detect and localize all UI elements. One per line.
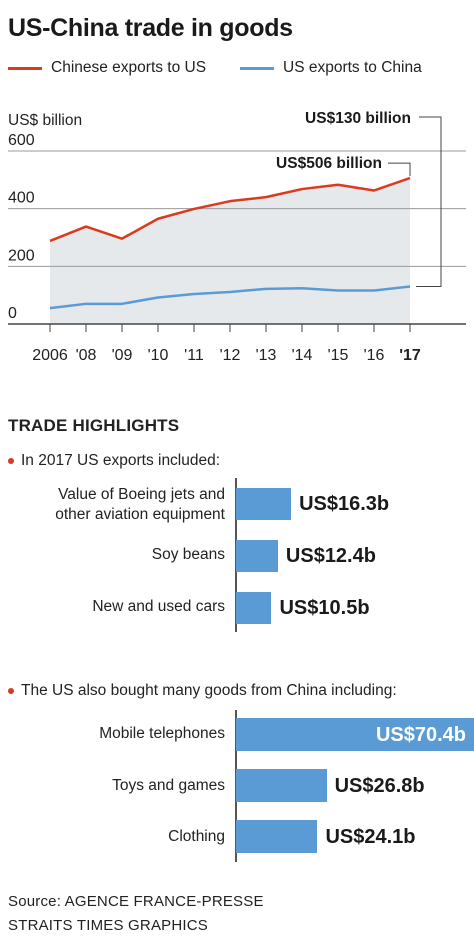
series-line-chinese-exports	[49, 176, 411, 243]
bar-boeing	[236, 488, 292, 520]
annotation-leader-blue	[416, 116, 442, 288]
legend-label: US exports to China	[283, 59, 422, 76]
legend-swatch-red	[8, 66, 42, 70]
bar-value-cars: US$10.5b	[279, 597, 370, 619]
x-tick-label: '15	[328, 347, 349, 364]
x-tick-label: '12	[220, 347, 241, 364]
exports-intro: In 2017 US exports included:	[8, 452, 220, 470]
bar-label-mobile: Mobile telephones	[99, 725, 225, 742]
bar-mobile	[236, 718, 474, 751]
annotation-blue: US$130 billion	[305, 110, 411, 127]
y-tick-label: 600	[8, 132, 35, 149]
bar-value-toys: US$26.8b	[334, 775, 425, 797]
bar-value-clothing: US$24.1b	[325, 826, 416, 848]
x-tick-label: '09	[112, 347, 133, 364]
bar-label-cars: New and used cars	[92, 598, 225, 615]
x-tick-label: '10	[148, 347, 169, 364]
bullet-icon	[8, 458, 14, 464]
imports-intro: The US also bought many goods from China…	[8, 682, 397, 700]
exports-intro-text: In 2017 US exports included:	[21, 452, 221, 469]
bar-label-soy: Soy beans	[151, 546, 225, 563]
bar-clothing	[236, 820, 318, 853]
credit-line: STRAITS TIMES GRAPHICS	[8, 917, 208, 934]
line-chart: US$ billion 0 200 400 600 2006 '08 '09 '10 '11 '1…	[8, 110, 466, 364]
y-tick-label: 400	[8, 190, 35, 207]
x-tick-label: 2006	[32, 347, 68, 364]
x-tick-label: '13	[256, 347, 277, 364]
legend-item-us-exports: US exports to China	[240, 58, 422, 78]
source-line: Source: AGENCE FRANCE-PRESSE	[8, 893, 264, 910]
bar-value-boeing: US$16.3b	[299, 493, 390, 515]
chart-title: US-China trade in goods	[8, 14, 293, 42]
y-tick-label: 0	[8, 305, 17, 322]
y-axis-title: US$ billion	[8, 112, 82, 129]
legend-swatch-blue	[240, 66, 274, 70]
bar-label-clothing: Clothing	[168, 828, 225, 845]
x-tick-label: '16	[364, 347, 385, 364]
bar-label-toys: Toys and games	[112, 777, 225, 794]
bar-value-mobile: US$70.4b	[375, 724, 466, 746]
bar-toys	[236, 769, 327, 802]
x-tick-label: '11	[184, 347, 204, 364]
bar-label-line: Value of Boeing jets and	[58, 486, 225, 503]
bar-cars	[236, 592, 272, 624]
bar-soy	[236, 540, 278, 572]
bullet-icon	[8, 688, 14, 694]
bar-value-soy: US$12.4b	[285, 545, 376, 567]
section-title: TRADE HIGHLIGHTS	[8, 416, 180, 435]
legend-item-chinese-exports: Chinese exports to US	[8, 58, 206, 78]
x-tick-label: '17	[399, 347, 421, 364]
annotation-red: US$506 billion	[276, 155, 382, 172]
legend-label: Chinese exports to US	[51, 59, 207, 76]
imports-intro-text: The US also bought many goods from China…	[21, 682, 397, 699]
annotation-leader-red	[388, 162, 411, 177]
series-line-us-exports	[49, 285, 411, 310]
bar-label-line: other aviation equipment	[55, 506, 225, 523]
x-tick-label: '08	[76, 347, 97, 364]
bar-label-boeing: Value of Boeing jets and other aviation …	[55, 485, 225, 525]
x-tick-label: '14	[292, 347, 313, 364]
chart-area-fill	[50, 178, 410, 324]
y-tick-label: 200	[8, 247, 35, 264]
